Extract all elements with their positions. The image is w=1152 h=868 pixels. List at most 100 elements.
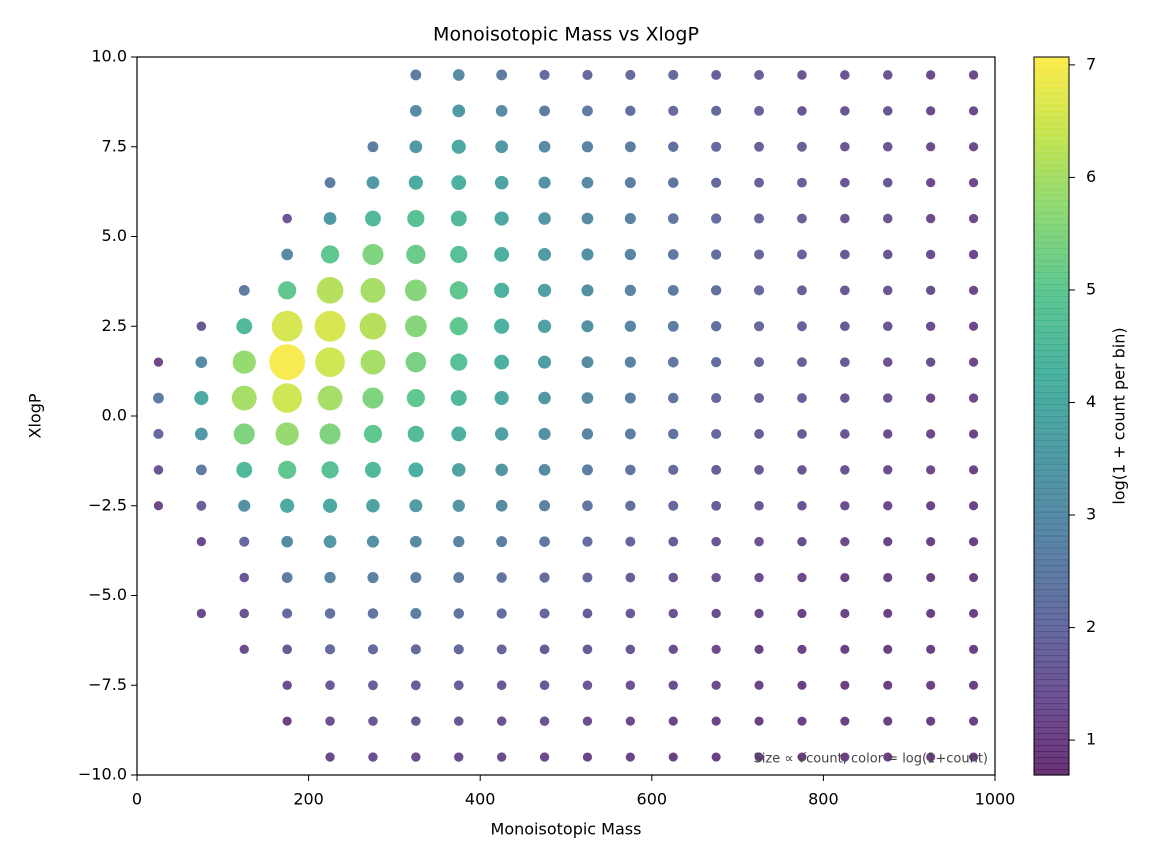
colorbar-segment [1034,643,1069,650]
bin-point [409,140,423,154]
bin-point [153,501,164,511]
colorbar-segment [1034,116,1069,124]
bin-point [926,213,936,224]
bin-point [196,321,207,332]
bin-point [840,249,850,260]
bin-point [410,607,422,619]
bin-point [797,141,807,152]
chart-title: Monoisotopic Mass vs XlogP [433,24,699,46]
bin-point [926,680,936,690]
bin-point [883,537,893,547]
bin-point [797,321,807,332]
colorbar-segment [1034,356,1069,363]
bin-point [408,175,423,190]
bin-point [582,680,593,691]
bin-point [754,465,764,475]
bin-point [410,644,421,655]
colorbar-segment [1034,595,1069,603]
colorbar-segment [1034,565,1069,573]
colorbar-segment [1034,236,1069,244]
y-tick-label: 7.5 [102,136,127,155]
colorbar-segment [1034,661,1069,668]
bin-point [882,321,893,332]
bin-point [625,716,635,726]
colorbar-tick-label: 7 [1086,54,1096,73]
bin-point [282,644,292,655]
bin-point [840,501,850,511]
bin-point [539,105,550,117]
bin-point [153,392,164,404]
colorbar-segment [1034,733,1069,740]
bin-point [497,752,507,762]
bin-point [495,105,508,117]
bin-point [968,752,979,762]
bin-point [668,69,679,81]
bin-point [581,284,594,297]
bin-point [452,104,466,118]
bin-point [366,498,380,513]
bin-point [581,212,594,225]
bin-point [582,69,593,81]
bin-point [625,608,636,619]
bin-point [453,680,464,691]
bin-point [538,355,552,369]
bin-point [968,501,979,511]
colorbar-segment [1034,751,1069,758]
bin-point [668,105,679,116]
bin-point [282,680,292,690]
bin-point [539,69,550,81]
bin-point [968,285,979,295]
bin-point [883,357,893,367]
note: Size ∝ √count, color = log(1+count) [754,752,988,767]
bin-point [754,716,764,726]
bin-point [450,210,467,227]
bin-point [366,535,379,548]
bin-point [753,321,765,332]
bin-point [496,644,507,655]
bin-point [667,284,679,296]
bin-point [367,644,379,655]
bin-point [537,283,552,297]
colorbar-label: log(1 + count per bin) [1110,327,1129,504]
bin-point [840,70,850,80]
colorbar-segment [1034,122,1069,130]
colorbar-segment [1034,224,1069,232]
bin-point [754,572,764,583]
bin-point [883,752,893,762]
bin-point [882,249,893,260]
bin-point [406,244,426,265]
bin-point [797,213,807,224]
colorbar-segment [1034,715,1069,722]
x-tick-label: 1000 [975,790,1016,809]
bin-point [883,680,893,690]
bin-point [882,177,893,188]
bin-point [496,608,507,619]
bin-point [968,70,979,80]
bin-point [366,176,380,190]
bin-point [453,716,464,726]
bin-point [325,752,335,762]
colorbar-segment [1034,188,1069,196]
bin-point [711,213,722,224]
bin-point [495,463,508,477]
colorbar-segment [1034,80,1069,88]
bin-point [797,644,807,654]
bin-point [797,70,807,80]
bin-point [754,608,764,619]
bin-point [451,426,467,442]
bin-point [883,393,893,403]
bin-point [840,752,850,762]
colorbar-segment [1034,757,1069,764]
bin-point [968,178,979,188]
colorbar-segment [1034,691,1069,698]
bin-point [494,247,510,262]
bin-point [926,537,936,547]
bin-point [968,429,979,439]
bin-point [968,321,979,331]
bin-point [711,680,721,690]
colorbar-segment [1034,535,1069,543]
bin-point [667,249,679,260]
bin-point [494,282,510,298]
bin-point [711,392,722,404]
